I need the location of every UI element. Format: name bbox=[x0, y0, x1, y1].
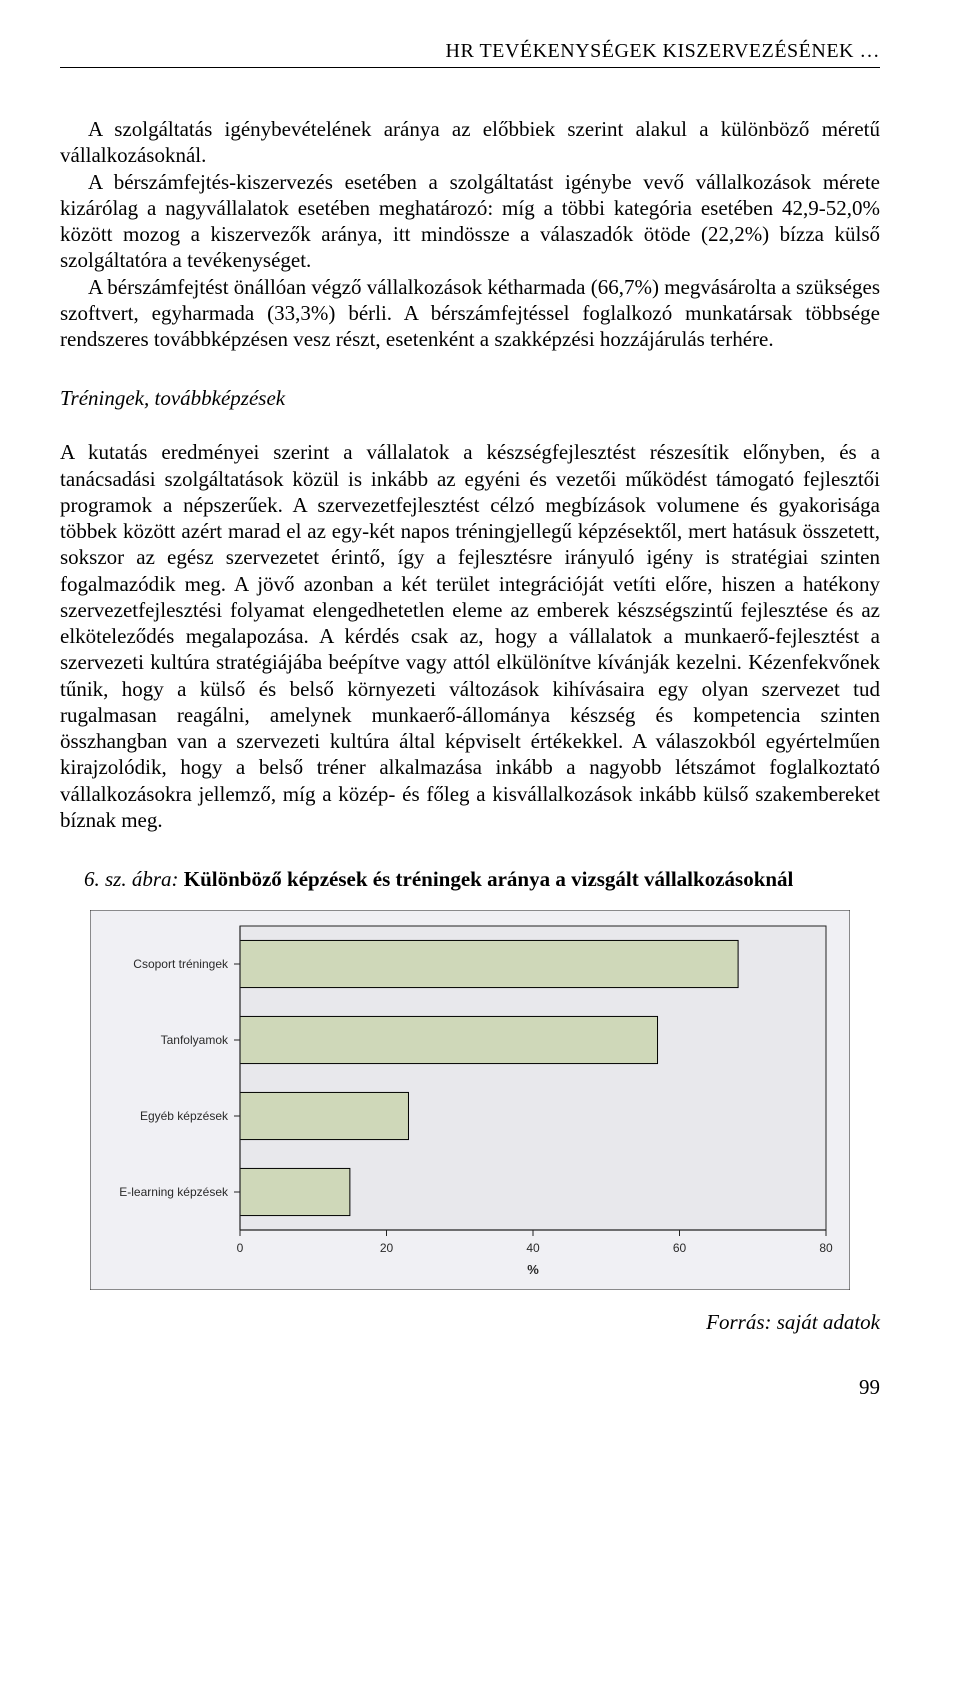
svg-text:20: 20 bbox=[380, 1241, 394, 1255]
paragraph-1c: A bérszámfejtést önállóan végző vállalko… bbox=[60, 274, 880, 353]
paragraph-2: A kutatás eredményei szerint a vállalato… bbox=[60, 440, 880, 832]
page-number: 99 bbox=[60, 1375, 880, 1400]
svg-text:40: 40 bbox=[526, 1241, 540, 1255]
bar-chart: 0 20 40 60 80% Csoport tréningek Tanfolyamok Eg… bbox=[90, 910, 850, 1290]
figure-caption: 6. sz. ábra: Különböző képzések és tréni… bbox=[84, 867, 880, 892]
section-title: Tréningek, továbbképzések bbox=[60, 386, 880, 411]
svg-text:%: % bbox=[527, 1262, 539, 1277]
svg-text:Egyéb képzések: Egyéb képzések bbox=[140, 1109, 229, 1123]
figure-caption-lead: 6. sz. ábra: bbox=[84, 867, 179, 891]
svg-text:E-learning képzések: E-learning képzések bbox=[119, 1185, 229, 1199]
figure-caption-title: Különböző képzések és tréningek aránya a… bbox=[184, 867, 794, 891]
paragraph-block-2: A kutatás eredményei szerint a vállalato… bbox=[60, 439, 880, 833]
bar-chart-svg: 0 20 40 60 80% Csoport tréningek Tanfolyamok Eg… bbox=[90, 910, 850, 1290]
header-rule bbox=[60, 67, 880, 68]
svg-text:80: 80 bbox=[819, 1241, 833, 1255]
svg-text:Csoport tréningek: Csoport tréningek bbox=[133, 957, 229, 971]
running-title: HR TEVÉKENYSÉGEK KISZERVEZÉSÉNEK … bbox=[60, 40, 880, 63]
paragraph-block-1: A szolgáltatás igénybevételének aránya a… bbox=[60, 116, 880, 352]
figure-source: Forrás: saját adatok bbox=[60, 1310, 880, 1335]
svg-text:60: 60 bbox=[673, 1241, 687, 1255]
paragraph-1b: A bérszámfejtés-kiszervezés esetében a s… bbox=[60, 169, 880, 274]
svg-text:Tanfolyamok: Tanfolyamok bbox=[161, 1033, 229, 1047]
paragraph-1a: A szolgáltatás igénybevételének aránya a… bbox=[60, 116, 880, 169]
svg-text:0: 0 bbox=[237, 1241, 244, 1255]
